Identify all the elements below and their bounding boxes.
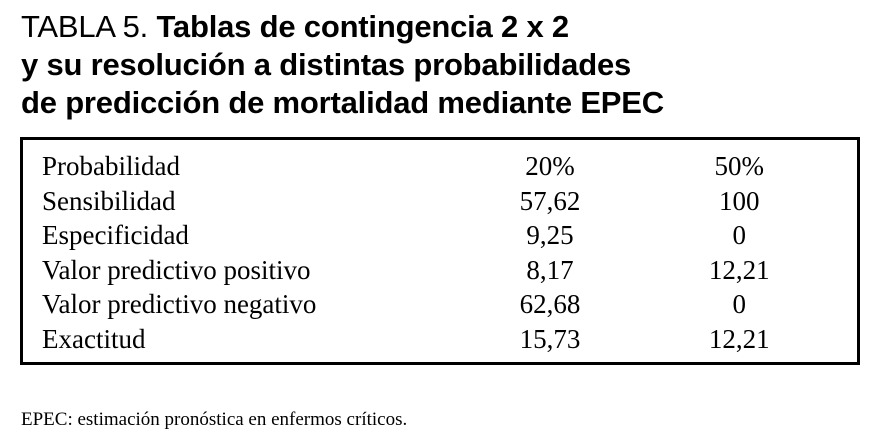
title-text-1: Tablas de contingencia 2 x 2: [156, 9, 569, 44]
value-20-percent: 57,62: [519, 185, 581, 216]
table-row: Exactitud 15,73 12,21: [42, 322, 857, 357]
table-row: Valor predictivo negativo 62,68 0: [42, 287, 857, 322]
row-label: Probabilidad: [42, 151, 180, 181]
table-footnote: EPEC: estimación pronóstica en enfermos …: [21, 409, 408, 430]
value-50-percent: 12,21: [708, 254, 770, 285]
title-line-2: y su resolución a distintas probabilidad…: [21, 47, 632, 82]
table-row: Valor predictivo positivo 8,17 12,21: [42, 253, 857, 288]
value-20-percent: 9,25: [526, 220, 574, 250]
table-number-label: TABLA 5.: [21, 9, 149, 44]
title-line-3: de predicción de mortalidad mediante EPE…: [21, 85, 664, 120]
contingency-table-frame: Probabilidad 20% 50% Sensibilidad 57,62 …: [20, 137, 860, 365]
row-label: Valor predictivo negativo: [42, 289, 317, 319]
row-label: Sensibilidad: [42, 185, 176, 216]
table-title: TABLA 5. Tablas de contingencia 2 x 2 y …: [21, 8, 871, 122]
value-50-percent: 100: [719, 185, 760, 216]
table-row: Sensibilidad 57,62 100: [42, 184, 857, 219]
table-row: Probabilidad 20% 50%: [42, 149, 857, 184]
value-20-percent: 20%: [525, 151, 575, 181]
value-50-percent: 0: [732, 289, 747, 319]
value-20-percent: 62,68: [519, 289, 581, 319]
contingency-table: Probabilidad 20% 50% Sensibilidad 57,62 …: [42, 149, 857, 356]
value-20-percent: 15,73: [519, 323, 581, 354]
value-50-percent: 50%: [714, 151, 765, 181]
row-label: Valor predictivo positivo: [42, 254, 311, 285]
value-50-percent: 0: [732, 220, 747, 250]
title-line-1: TABLA 5. Tablas de contingencia 2 x 2: [21, 8, 871, 46]
value-20-percent: 8,17: [526, 254, 574, 285]
row-label: Especificidad: [42, 220, 189, 250]
table-row: Especificidad 9,25 0: [42, 218, 857, 253]
row-label: Exactitud: [42, 323, 146, 354]
value-50-percent: 12,21: [708, 323, 770, 354]
